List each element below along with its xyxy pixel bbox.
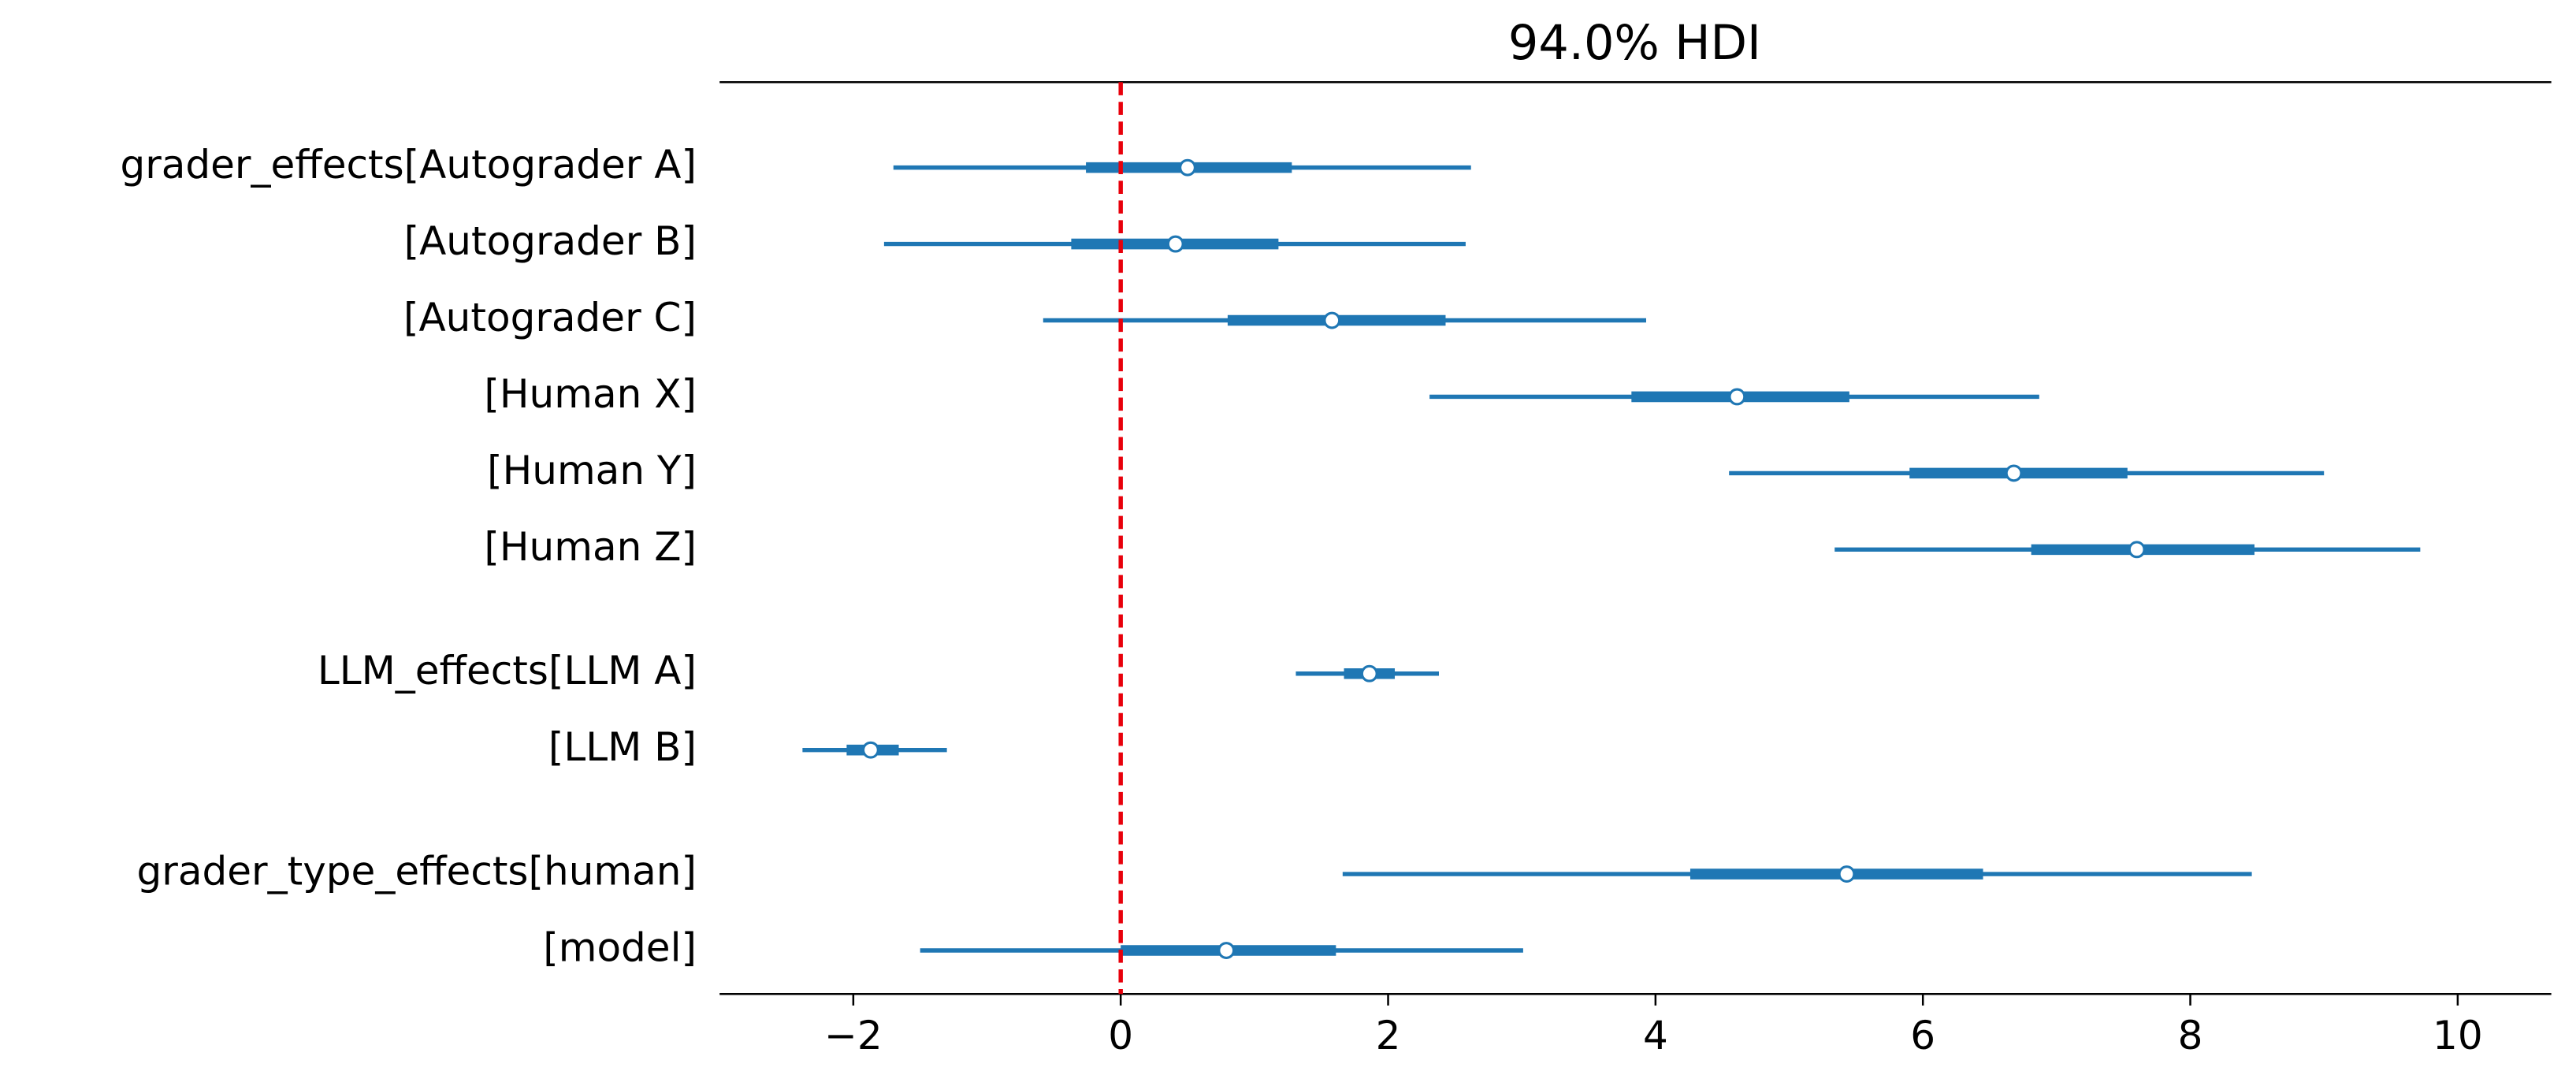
median (1217, 942, 1236, 959)
chart-title: 94.0% HDI (1508, 16, 1761, 71)
y-tick-label: grader_type_effects[human] (137, 849, 697, 894)
y-tick-label: LLM_effects[LLM A] (318, 648, 697, 694)
y-tick-label: grader_effects[Autograder A] (120, 142, 697, 188)
x-tick-label: 4 (1643, 1013, 1668, 1058)
median (1728, 388, 1746, 406)
median (861, 741, 879, 759)
y-tick-label: [Human Z] (484, 524, 697, 570)
x-tick-label: 6 (1910, 1013, 1935, 1058)
y-tick-label: [LLM B] (548, 724, 697, 770)
x-tick-label: 10 (2433, 1013, 2483, 1058)
x-tick-label: 8 (2178, 1013, 2203, 1058)
y-tick-label: [Human Y] (487, 448, 697, 493)
y-tick-label: [Human X] (484, 371, 697, 417)
median (2128, 541, 2146, 559)
median (2005, 464, 2023, 482)
median (1323, 311, 1341, 329)
median (1360, 664, 1378, 682)
median (1179, 158, 1196, 177)
y-tick-label: [model] (543, 925, 697, 971)
x-tick-label: 2 (1376, 1013, 1401, 1058)
y-tick-label: [Autograder B] (404, 218, 697, 264)
y-tick-label: [Autograder C] (403, 295, 697, 340)
median (1838, 865, 1856, 883)
x-tick-label: −2 (824, 1013, 883, 1058)
x-tick-label: 0 (1108, 1013, 1133, 1058)
median (1166, 235, 1184, 253)
